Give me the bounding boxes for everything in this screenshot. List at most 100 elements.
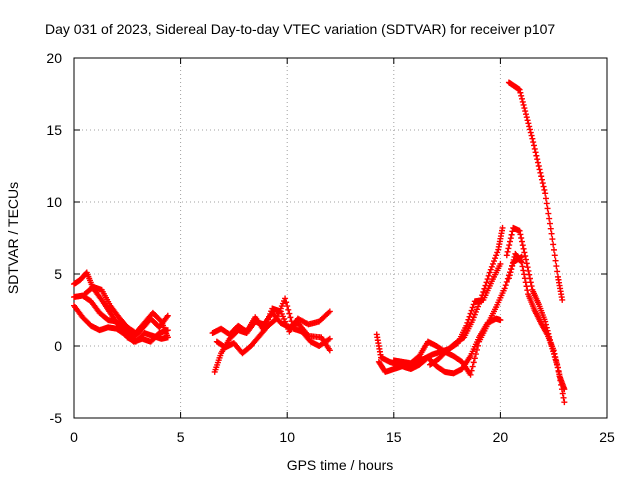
data-point — [526, 275, 533, 282]
data-point — [527, 279, 534, 286]
series-track-4 — [81, 283, 171, 341]
data-point — [504, 248, 511, 255]
data-point — [505, 275, 512, 282]
y-tick-label: 10 — [46, 194, 62, 210]
data-point — [546, 220, 553, 227]
data-point — [493, 252, 500, 259]
data-point — [552, 257, 559, 264]
data-point — [472, 351, 479, 358]
data-point — [561, 399, 568, 406]
data-point — [536, 166, 543, 173]
data-point — [539, 180, 546, 187]
data-point — [503, 278, 510, 285]
data-point — [517, 258, 524, 265]
data-point — [559, 296, 566, 303]
data-point — [548, 230, 555, 237]
x-tick-label: 25 — [599, 429, 615, 445]
data-point — [533, 152, 540, 159]
data-point — [561, 386, 568, 393]
data-point — [524, 287, 531, 294]
data-point — [326, 347, 333, 354]
data-point — [488, 263, 495, 270]
data-point — [470, 359, 477, 366]
data-point — [550, 246, 557, 253]
data-point — [525, 120, 532, 127]
data-point — [524, 264, 531, 271]
data-point — [466, 313, 473, 320]
data-point — [503, 252, 510, 259]
data-point — [479, 292, 486, 299]
data-point — [523, 114, 530, 121]
data-point — [542, 195, 549, 202]
data-point — [554, 268, 561, 275]
data-point — [523, 283, 530, 290]
data-point — [494, 249, 501, 256]
y-axis-title: SDTVAR / TECUs — [5, 182, 21, 294]
data-point — [507, 269, 514, 276]
data-point — [491, 258, 498, 265]
data-point — [468, 307, 475, 314]
data-point — [530, 142, 537, 149]
data-point — [286, 310, 293, 317]
data-point — [517, 89, 524, 96]
data-point — [551, 252, 558, 259]
data-point — [164, 312, 171, 319]
data-point — [524, 117, 531, 124]
data-point — [287, 314, 294, 321]
series-track-7 — [213, 295, 333, 357]
data-point — [518, 259, 525, 266]
data-point — [516, 227, 523, 234]
data-point — [482, 282, 489, 289]
data-point — [523, 260, 530, 267]
series-track-8 — [373, 260, 504, 371]
data-point — [531, 145, 538, 152]
data-point — [538, 173, 545, 180]
y-tick-label: -5 — [50, 410, 63, 426]
data-point — [519, 242, 526, 249]
data-point — [164, 334, 171, 341]
x-tick-label: 0 — [70, 429, 78, 445]
data-point — [467, 371, 474, 378]
data-point — [521, 105, 528, 112]
data-point — [520, 267, 527, 274]
data-point — [497, 317, 504, 324]
data-point — [502, 282, 509, 289]
data-point — [560, 394, 567, 401]
data-point — [289, 321, 296, 328]
data-point — [521, 275, 528, 282]
data-point — [532, 149, 539, 156]
data-point — [484, 276, 491, 283]
data-point — [553, 361, 560, 367]
data-point — [505, 245, 512, 252]
data-point — [506, 242, 513, 249]
data-point — [284, 303, 291, 310]
data-point — [507, 235, 514, 242]
data-point — [521, 249, 528, 256]
data-point — [519, 98, 526, 105]
data-point — [556, 371, 563, 378]
series-track-13 — [505, 250, 568, 393]
data-point — [489, 260, 496, 267]
data-point — [520, 101, 527, 108]
data-point — [522, 108, 529, 115]
data-point — [509, 263, 516, 270]
data-point — [506, 238, 513, 245]
data-point — [471, 355, 478, 362]
data-point — [326, 335, 333, 342]
data-point — [481, 285, 488, 292]
data-point — [510, 256, 517, 263]
data-point — [526, 271, 533, 278]
data-point — [551, 350, 558, 357]
series-track-10 — [390, 253, 525, 378]
data-point — [485, 272, 492, 279]
data-point — [470, 301, 477, 308]
data-point — [475, 342, 482, 349]
y-tick-label: 0 — [54, 338, 62, 354]
data-point — [288, 318, 295, 325]
data-point — [559, 390, 566, 397]
data-point — [540, 183, 547, 190]
data-point — [285, 306, 292, 313]
data-point — [473, 346, 480, 353]
data-point — [483, 279, 490, 286]
